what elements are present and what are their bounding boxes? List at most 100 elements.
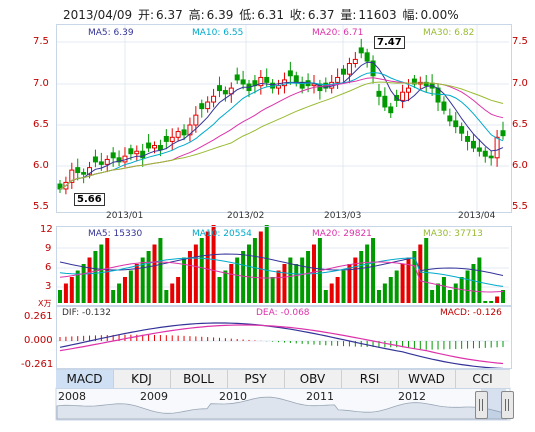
navigator-right-handle[interactable] xyxy=(501,391,514,419)
candle-body xyxy=(234,74,240,81)
vol-ma10-label: MA10: 20554 xyxy=(192,229,252,239)
volume-bar xyxy=(117,283,122,303)
volume-bar xyxy=(471,264,476,303)
nav-year: 2011 xyxy=(306,390,334,403)
grip-icon xyxy=(505,399,506,411)
price-tick-left: 7.0 xyxy=(33,78,49,89)
volume-bar xyxy=(75,270,80,303)
candle-body xyxy=(75,167,81,174)
tab-macd[interactable]: MACD xyxy=(56,370,114,388)
volume-bar xyxy=(288,257,293,303)
volume-bar xyxy=(217,277,222,303)
macd-tick: 0.000 xyxy=(24,335,53,346)
volume-bar xyxy=(111,290,116,303)
grip-icon xyxy=(479,399,480,411)
grip-icon xyxy=(482,399,483,411)
candle-body xyxy=(152,145,158,149)
price-tick-right: 6.5 xyxy=(512,119,528,130)
candle-body xyxy=(216,85,222,92)
volume-bar xyxy=(400,264,405,303)
candle-body xyxy=(205,101,211,110)
ma30-label: MA30: 6.82 xyxy=(423,28,475,38)
volume-bar xyxy=(87,257,92,303)
volume-bars xyxy=(58,225,505,303)
volume-bar xyxy=(306,251,311,303)
volume-value: 11603 xyxy=(358,8,397,22)
volume-bar xyxy=(347,264,352,303)
volume-label: 量: xyxy=(340,8,357,22)
volume-bar xyxy=(252,238,257,303)
volume-bar xyxy=(81,264,86,303)
candle-body xyxy=(488,155,494,159)
open-label: 开: xyxy=(138,8,155,22)
low-label: 低: xyxy=(239,8,256,22)
candle-body xyxy=(87,167,93,175)
date-tick: 2013/02 xyxy=(227,211,265,221)
volume-ma-line xyxy=(59,253,504,276)
candle-body xyxy=(405,87,411,93)
volume-tick: 12 xyxy=(40,224,53,235)
change-label: 幅: xyxy=(402,8,419,22)
date-tick: 2013/03 xyxy=(324,211,362,221)
tab-kdj[interactable]: KDJ xyxy=(113,370,171,388)
vol-ma30-label: MA30: 37713 xyxy=(423,229,483,239)
volume-bar xyxy=(430,290,435,303)
candle-body xyxy=(181,129,187,136)
candle-body xyxy=(163,135,169,142)
volume-bar xyxy=(258,231,263,303)
candle-body xyxy=(116,157,122,163)
navigator-left-handle[interactable] xyxy=(475,391,488,419)
tab-boll[interactable]: BOLL xyxy=(170,370,228,388)
candle-body xyxy=(482,150,488,157)
candle-body xyxy=(128,148,134,155)
volume-bar xyxy=(128,270,133,303)
volume-bar xyxy=(63,283,68,303)
volume-bar xyxy=(122,277,127,303)
volume-bar xyxy=(69,277,74,303)
tab-rsi[interactable]: RSI xyxy=(341,370,399,388)
grip-icon xyxy=(508,399,509,411)
dea-label: DEA: -0.068 xyxy=(256,308,310,318)
tab-cci[interactable]: CCI xyxy=(472,372,493,386)
volume-bar xyxy=(501,290,505,303)
volume-bar xyxy=(99,244,104,303)
candle-body xyxy=(293,75,299,83)
volume-unit: X万 xyxy=(38,299,52,308)
candle-body xyxy=(187,124,193,136)
volume-bar xyxy=(205,231,210,303)
navigator-area[interactable] xyxy=(55,387,511,421)
volume-bar xyxy=(424,238,429,303)
quote-header: 2013/04/09 开: 6.37 高: 6.39 低: 6.31 收: 6.37 量… xyxy=(63,6,461,23)
tab-obv[interactable]: OBV xyxy=(284,370,342,388)
low-value: 6.31 xyxy=(257,8,284,22)
nav-year: 2012 xyxy=(398,390,426,403)
volume-bar xyxy=(247,244,252,303)
dif-line xyxy=(59,322,504,370)
candle-body xyxy=(352,58,358,65)
candle-body xyxy=(341,68,347,75)
tab-wvad[interactable]: WVAD xyxy=(398,370,456,388)
price-tick-right: 7.5 xyxy=(512,36,528,47)
macd-label: MACD: -0.126 xyxy=(440,308,502,318)
volume-bar xyxy=(282,264,287,303)
candle-body xyxy=(453,120,459,128)
volume-bar xyxy=(211,225,216,303)
dea-line xyxy=(59,324,504,365)
candle-body xyxy=(358,47,364,54)
volume-bar xyxy=(382,283,387,303)
candle-body xyxy=(222,90,228,95)
candle-body xyxy=(346,63,352,75)
volume-bar xyxy=(371,238,376,303)
volume-bar xyxy=(58,290,62,303)
volume-bar xyxy=(495,296,500,303)
volume-bar xyxy=(335,277,340,303)
ma10-line xyxy=(59,71,504,190)
price-panel xyxy=(56,24,512,213)
volume-bar xyxy=(323,290,328,303)
nav-year: 2010 xyxy=(219,390,247,403)
macd-tick: -0.261 xyxy=(21,359,54,370)
volume-bar xyxy=(276,270,281,303)
ma5-line xyxy=(59,61,504,190)
tab-psy[interactable]: PSY xyxy=(227,370,285,388)
